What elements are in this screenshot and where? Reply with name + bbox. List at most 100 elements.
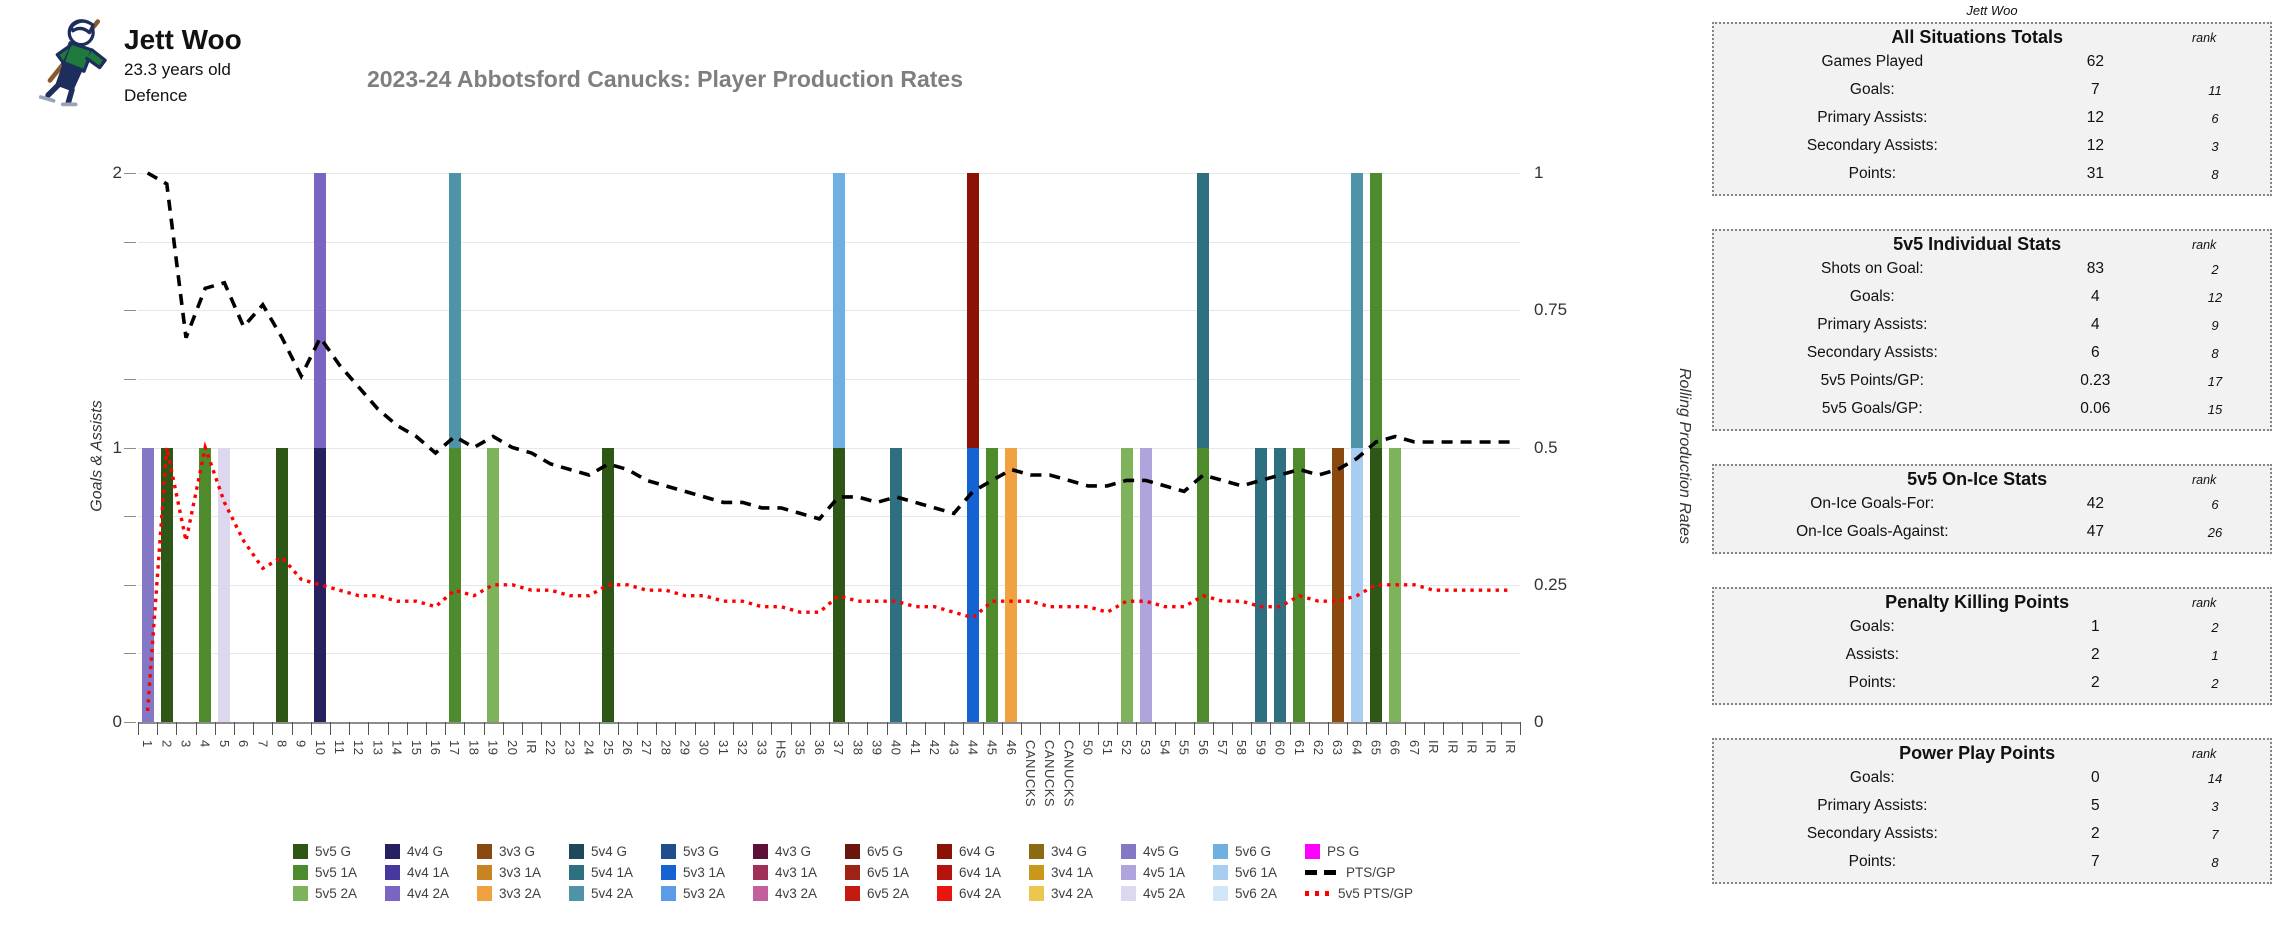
legend-item: 4v4 G xyxy=(385,841,477,862)
stat-rank: 3 xyxy=(2211,138,2219,154)
stat-row: Assists: 2 1 xyxy=(1720,641,2264,669)
legend-item: 4v5 G xyxy=(1121,841,1213,862)
x-axis-label: 66 xyxy=(1387,740,1403,756)
x-axis-tick xyxy=(1308,722,1310,735)
x-axis-label: CANUCKS xyxy=(1042,740,1058,808)
x-axis-tick xyxy=(329,722,331,735)
legend-label: 4v5 1A xyxy=(1143,865,1186,880)
stat-table-penalty-killing-points: Penalty Killing Points rank Goals: 1 2 Assist… xyxy=(1712,587,2272,705)
x-axis-label: 51 xyxy=(1099,740,1115,756)
stat-label: Goals: xyxy=(1849,618,1895,635)
x-axis-label: 58 xyxy=(1234,740,1250,756)
x-axis-tick xyxy=(1366,722,1368,735)
x-axis-tick xyxy=(579,722,581,735)
legend-item: 5v6 G xyxy=(1213,841,1305,862)
x-axis-tick xyxy=(790,722,792,735)
x-axis-tick xyxy=(406,722,408,735)
y-axis-tick xyxy=(124,310,136,312)
x-axis-label: 29 xyxy=(677,740,693,756)
goal-assist-bar-game-65 xyxy=(1370,173,1383,448)
legend-item: 5v5 G xyxy=(293,841,385,862)
x-axis-label: 12 xyxy=(351,740,367,756)
legend-column: 4v3 G 4v3 1A 4v3 2A xyxy=(753,841,845,904)
stat-label: Assists: xyxy=(1845,646,1900,663)
x-axis-label: 26 xyxy=(619,740,635,756)
stat-row: Primary Assists: 12 6 xyxy=(1720,104,2264,132)
x-axis-label: 16 xyxy=(428,740,443,756)
legend-swatch-6v5-g xyxy=(845,844,860,859)
stat-table-power-play-points: Power Play Points rank Goals: 0 14 Primary As… xyxy=(1712,738,2272,884)
stat-label: Goals: xyxy=(1849,81,1895,98)
stat-value: 7 xyxy=(2091,81,2100,98)
x-axis-tick xyxy=(310,722,312,735)
x-axis-tick xyxy=(233,722,235,735)
x-axis-label: 43 xyxy=(946,740,962,756)
stat-row: On-Ice Goals-For: 42 6 xyxy=(1720,490,2264,518)
y-axis-tick-label-right: 0 xyxy=(1534,712,1544,731)
stat-row: Goals: 1 2 xyxy=(1720,613,2264,641)
chart-plot-area xyxy=(138,171,1520,724)
x-axis-label: 24 xyxy=(581,740,597,756)
legend-label: 5v6 G xyxy=(1235,844,1272,859)
legend-item: 6v4 G xyxy=(937,841,1029,862)
x-axis-label: 19 xyxy=(485,740,501,756)
x-axis-tick xyxy=(1136,722,1138,735)
x-axis-label: 28 xyxy=(658,740,674,756)
y-axis-tick-label-right: 0.75 xyxy=(1534,300,1568,320)
x-axis-tick xyxy=(1385,722,1387,735)
goal-assist-bar-game-63 xyxy=(1331,447,1344,722)
legend-label: 4v3 1A xyxy=(775,865,818,880)
goal-assist-bar-game-65 xyxy=(1370,447,1383,722)
legend-item: 5v4 2A xyxy=(569,883,661,904)
x-axis-label: 7 xyxy=(255,740,271,748)
x-axis-tick xyxy=(1251,722,1253,735)
x-axis-label: 42 xyxy=(927,740,943,756)
x-axis-label: 61 xyxy=(1291,740,1307,756)
stat-rank: 17 xyxy=(2207,373,2223,389)
stat-label: Points: xyxy=(1848,165,1896,182)
x-axis-label: 25 xyxy=(600,740,616,756)
stat-label: Primary Assists: xyxy=(1817,316,1928,333)
stat-rank: 15 xyxy=(2207,401,2223,417)
stat-label: Secondary Assists: xyxy=(1806,344,1938,361)
stat-table-title: Penalty Killing Points xyxy=(1885,592,2070,612)
legend-swatch-5v5-pts-gp xyxy=(1305,891,1331,896)
x-axis-label: 45 xyxy=(984,740,1000,756)
canucks-mascot-logo xyxy=(38,19,107,107)
gridline xyxy=(138,447,1520,449)
legend-swatch-4v3-1a xyxy=(753,865,768,880)
x-axis-label: IR xyxy=(1502,740,1518,754)
legend-swatch-5v6-g xyxy=(1213,844,1228,859)
x-axis-tick xyxy=(752,722,754,735)
legend-swatch-5v5-2a xyxy=(293,886,308,901)
legend-label: PS G xyxy=(1327,844,1360,859)
x-axis-tick xyxy=(1347,722,1349,735)
stat-row: 5v5 Points/GP: 0.23 17 xyxy=(1720,367,2264,395)
legend-item: 5v4 1A xyxy=(569,862,661,883)
x-axis-label: 33 xyxy=(754,740,770,756)
x-axis-tick xyxy=(1443,722,1445,735)
stat-table-title: 5v5 Individual Stats xyxy=(1893,234,2062,254)
goal-assist-bar-game-10 xyxy=(314,447,327,722)
goal-assist-bar-game-4 xyxy=(199,447,212,722)
legend-label: 4v3 G xyxy=(775,844,812,859)
legend-item: 5v3 1A xyxy=(661,862,753,883)
x-axis-label: 35 xyxy=(792,740,808,756)
legend-item: PTS/GP xyxy=(1305,862,1397,883)
x-axis-tick xyxy=(541,722,543,735)
x-axis-tick xyxy=(1404,722,1406,735)
stat-row: Shots on Goal: 83 2 xyxy=(1720,255,2264,283)
goal-assist-bar-game-60 xyxy=(1274,447,1287,722)
legend-swatch-4v3-g xyxy=(753,844,768,859)
gridline xyxy=(138,584,1520,586)
x-axis-tick xyxy=(694,722,696,735)
legend-label: 6v4 2A xyxy=(959,886,1002,901)
goal-assist-bar-game-45 xyxy=(986,447,999,722)
stat-value: 2 xyxy=(2091,674,2100,691)
legend-label: 5v6 2A xyxy=(1235,886,1278,901)
legend-column: 5v3 G 5v3 1A 5v3 2A xyxy=(661,841,753,904)
x-axis-label: 56 xyxy=(1195,740,1211,756)
stat-rank: 6 xyxy=(2211,110,2219,126)
gridline xyxy=(138,516,1520,518)
legend-swatch-5v4-1a xyxy=(569,865,584,880)
